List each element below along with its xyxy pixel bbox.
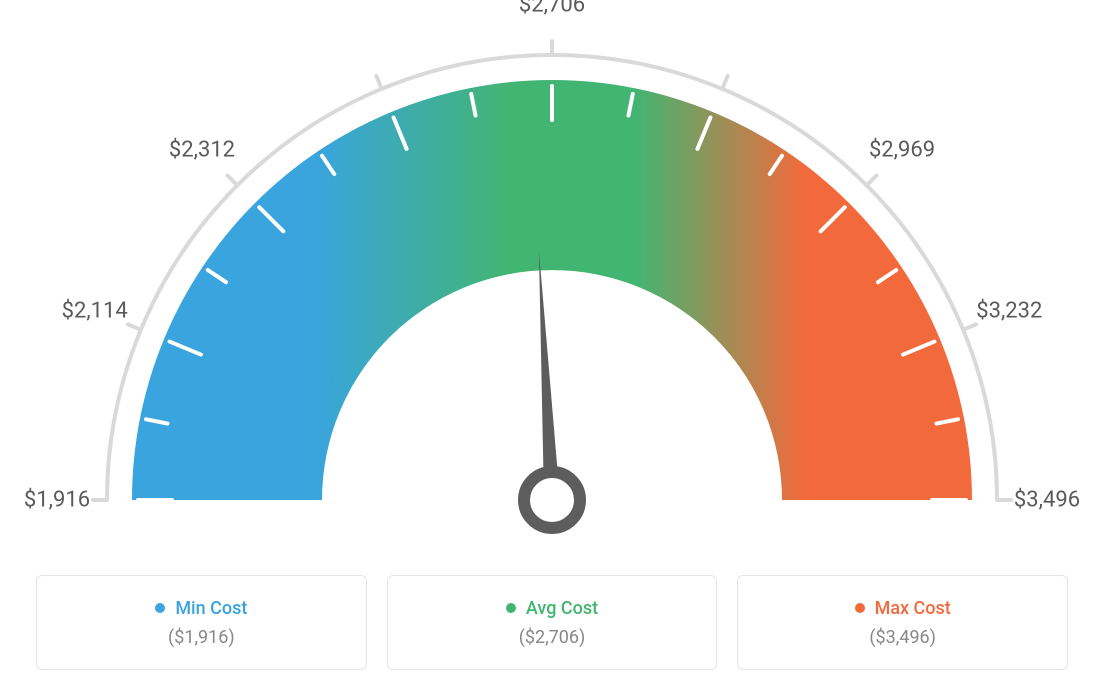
gauge-area: $1,916 $2,114 $2,312 $2,706 $2,969 $3,232 $3,4… xyxy=(0,0,1104,560)
gauge-tick-label: $2,114 xyxy=(62,298,128,323)
legend-min-label: Min Cost xyxy=(175,598,247,619)
gauge-hub xyxy=(524,472,580,528)
gauge-tick-label: $3,232 xyxy=(976,298,1042,323)
gauge-tick-label: $2,969 xyxy=(869,137,935,162)
legend-avg-value: ($2,706) xyxy=(519,627,586,648)
gauge-tick-label: $2,312 xyxy=(169,137,235,162)
max-dot-icon xyxy=(855,603,865,613)
gauge-tick-label: $2,706 xyxy=(519,0,585,18)
legend-min-value: ($1,916) xyxy=(168,627,235,648)
legend-avg-label: Avg Cost xyxy=(526,598,598,619)
legend-row: Min Cost ($1,916) Avg Cost ($2,706) Max … xyxy=(0,575,1104,670)
cost-gauge-chart: $1,916 $2,114 $2,312 $2,706 $2,969 $3,232 $3,4… xyxy=(0,0,1104,690)
gauge-tick-label: $3,496 xyxy=(1014,488,1080,513)
legend-max-value: ($3,496) xyxy=(869,627,936,648)
legend-card-avg: Avg Cost ($2,706) xyxy=(387,575,718,670)
min-dot-icon xyxy=(155,603,165,613)
gauge-svg xyxy=(0,0,1104,560)
legend-card-min: Min Cost ($1,916) xyxy=(36,575,367,670)
legend-min-top: Min Cost xyxy=(155,598,247,619)
gauge-needle xyxy=(539,250,560,500)
legend-avg-top: Avg Cost xyxy=(506,598,598,619)
gauge-tick-label: $1,916 xyxy=(24,488,90,513)
legend-max-top: Max Cost xyxy=(855,598,951,619)
legend-max-label: Max Cost xyxy=(875,598,951,619)
avg-dot-icon xyxy=(506,603,516,613)
legend-card-max: Max Cost ($3,496) xyxy=(737,575,1068,670)
